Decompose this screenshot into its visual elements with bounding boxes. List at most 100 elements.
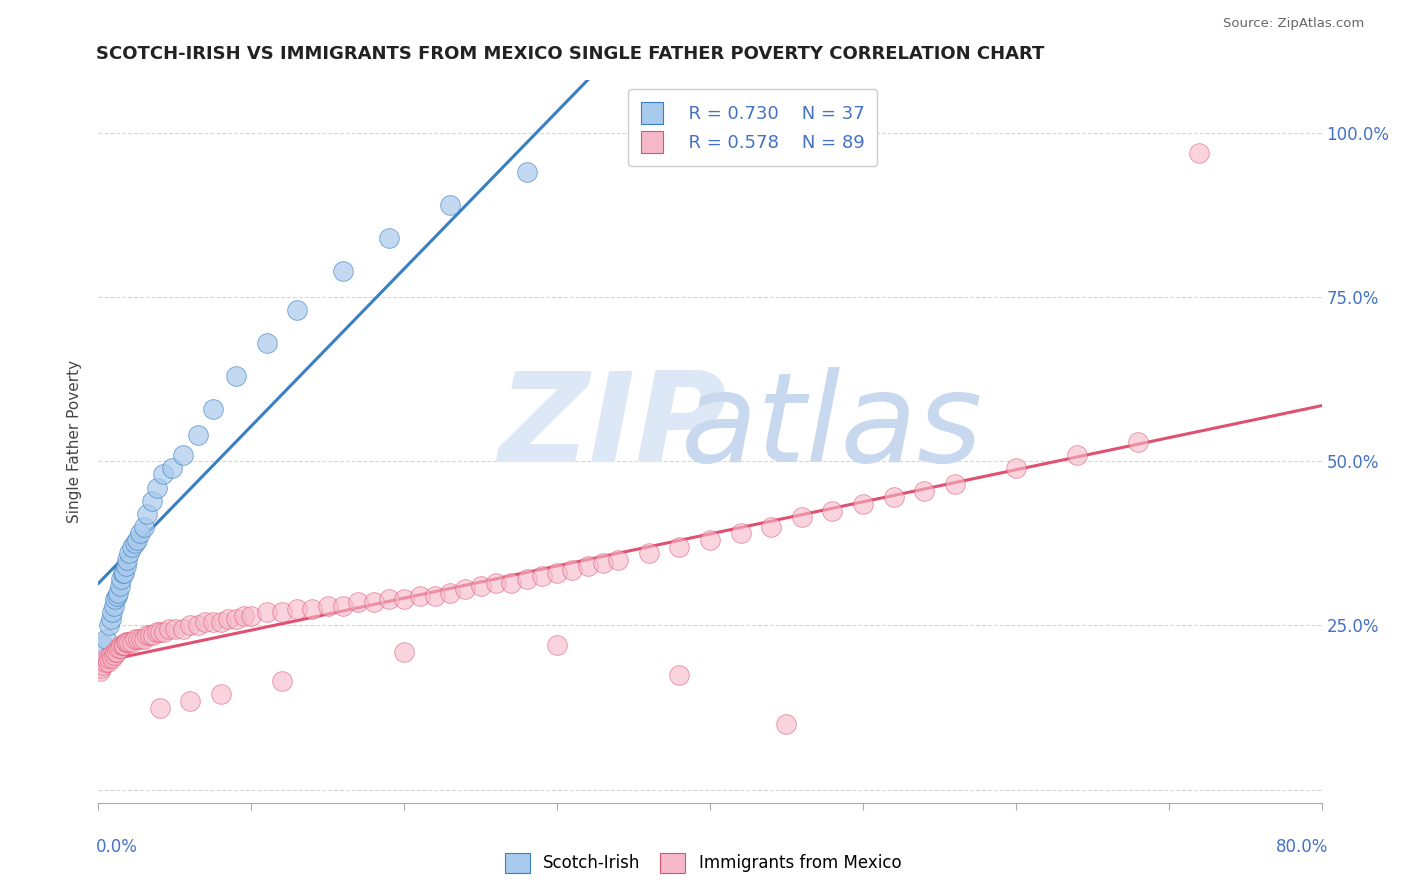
Point bbox=[121, 635, 143, 649]
Point bbox=[576, 559, 599, 574]
Point bbox=[392, 645, 416, 659]
Point bbox=[209, 615, 232, 630]
Point bbox=[592, 556, 614, 570]
Legend:   R = 0.730    N = 37,   R = 0.578    N = 89: R = 0.730 N = 37, R = 0.578 N = 89 bbox=[628, 89, 877, 166]
Point bbox=[112, 638, 135, 652]
Point bbox=[730, 526, 752, 541]
Point bbox=[124, 632, 146, 646]
Point bbox=[124, 536, 146, 550]
Point bbox=[115, 559, 138, 574]
Point bbox=[153, 625, 176, 640]
Point bbox=[108, 579, 131, 593]
Point bbox=[139, 628, 162, 642]
Point bbox=[103, 599, 125, 613]
Point bbox=[256, 336, 278, 351]
Point bbox=[104, 645, 127, 659]
Point bbox=[100, 648, 122, 662]
Point bbox=[332, 599, 354, 613]
Point bbox=[363, 595, 385, 609]
Point bbox=[128, 526, 150, 541]
Point bbox=[127, 632, 149, 646]
Point bbox=[378, 592, 401, 607]
Point bbox=[759, 520, 782, 534]
Point bbox=[225, 612, 247, 626]
Point bbox=[883, 491, 905, 505]
Point bbox=[501, 575, 523, 590]
Point bbox=[285, 602, 308, 616]
Point bbox=[149, 625, 172, 640]
Point bbox=[103, 648, 125, 662]
Text: atlas: atlas bbox=[682, 367, 983, 488]
Point bbox=[546, 638, 568, 652]
Point bbox=[179, 618, 201, 632]
Point bbox=[94, 651, 117, 665]
Point bbox=[194, 615, 217, 630]
Point bbox=[90, 661, 112, 675]
Point bbox=[125, 533, 148, 547]
Point bbox=[332, 264, 354, 278]
Point bbox=[93, 655, 115, 669]
Point bbox=[179, 694, 201, 708]
Text: 0.0%: 0.0% bbox=[96, 838, 138, 855]
Point bbox=[454, 582, 477, 597]
Point bbox=[668, 667, 690, 681]
Point bbox=[699, 533, 721, 547]
Point bbox=[209, 687, 232, 701]
Point bbox=[117, 635, 139, 649]
Point bbox=[157, 622, 180, 636]
Point bbox=[145, 481, 167, 495]
Point bbox=[790, 510, 813, 524]
Point bbox=[392, 592, 416, 607]
Point bbox=[111, 566, 134, 580]
Point bbox=[98, 651, 121, 665]
Point bbox=[100, 612, 122, 626]
Point bbox=[821, 503, 844, 517]
Text: SCOTCH-IRISH VS IMMIGRANTS FROM MEXICO SINGLE FATHER POVERTY CORRELATION CHART: SCOTCH-IRISH VS IMMIGRANTS FROM MEXICO S… bbox=[96, 45, 1045, 62]
Point bbox=[775, 717, 797, 731]
Point bbox=[232, 608, 254, 623]
Point bbox=[105, 589, 128, 603]
Point bbox=[270, 674, 292, 689]
Point bbox=[217, 612, 239, 626]
Point bbox=[142, 628, 165, 642]
Point bbox=[104, 592, 127, 607]
Point bbox=[301, 602, 323, 616]
Point bbox=[134, 520, 156, 534]
Text: 80.0%: 80.0% bbox=[1277, 838, 1329, 855]
Text: Source: ZipAtlas.com: Source: ZipAtlas.com bbox=[1223, 17, 1364, 29]
Point bbox=[107, 585, 129, 599]
Point bbox=[110, 573, 132, 587]
Point bbox=[316, 599, 339, 613]
Point bbox=[98, 618, 121, 632]
Point bbox=[101, 605, 124, 619]
Point bbox=[378, 231, 401, 245]
Point bbox=[1188, 145, 1211, 160]
Point bbox=[118, 635, 141, 649]
Point bbox=[516, 573, 538, 587]
Point bbox=[91, 657, 114, 672]
Point bbox=[1128, 434, 1150, 449]
Point bbox=[145, 625, 167, 640]
Point bbox=[108, 641, 131, 656]
Point bbox=[134, 632, 156, 646]
Point bbox=[117, 553, 139, 567]
Point bbox=[115, 635, 138, 649]
Point bbox=[225, 368, 247, 383]
Point bbox=[637, 546, 661, 560]
Point bbox=[172, 448, 194, 462]
Point bbox=[202, 615, 225, 630]
Point bbox=[129, 632, 152, 646]
Point bbox=[852, 497, 875, 511]
Point bbox=[912, 483, 935, 498]
Point bbox=[89, 665, 111, 679]
Point bbox=[408, 589, 430, 603]
Point bbox=[149, 700, 172, 714]
Point bbox=[607, 553, 630, 567]
Point bbox=[668, 540, 690, 554]
Point bbox=[485, 575, 508, 590]
Point bbox=[561, 563, 583, 577]
Point bbox=[111, 638, 134, 652]
Point bbox=[943, 477, 966, 491]
Y-axis label: Single Father Poverty: Single Father Poverty bbox=[67, 360, 83, 523]
Point bbox=[530, 569, 553, 583]
